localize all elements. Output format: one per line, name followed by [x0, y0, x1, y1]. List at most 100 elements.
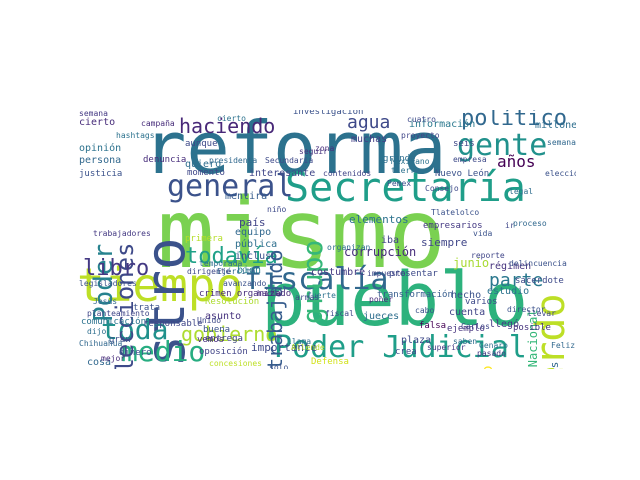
cloud-word: grande [383, 154, 416, 164]
cloud-word: cosa [87, 357, 112, 368]
cloud-word: Unido [197, 316, 222, 325]
word-cloud: mismo pueblo reforma tiempo Secretaría maestr… [79, 110, 576, 369]
cloud-word: reforma [143, 110, 447, 190]
cloud-word: cierto [79, 117, 116, 128]
cloud-word: Consejo [425, 184, 459, 193]
cloud-word: justicia [79, 169, 123, 179]
cloud-word: cabo [415, 306, 435, 315]
cloud-word: saben [453, 337, 478, 346]
cloud-word: dirigente [187, 267, 231, 276]
cloud-word: sacerdote [515, 276, 564, 286]
cloud-word: Resolución [205, 297, 260, 307]
cloud-word: mejor [101, 354, 126, 363]
cloud-word: equipo [235, 227, 272, 238]
cloud-word: dijo [87, 327, 107, 336]
cloud-word: toda [101, 313, 169, 346]
cloud-word: avanzando [223, 279, 267, 288]
cloud-word: muchas [351, 134, 388, 145]
cloud-word: asunto [205, 311, 242, 322]
cloud-word: niño [267, 205, 287, 214]
cloud-word: varios [465, 297, 498, 307]
cloud-word: cuenta [449, 307, 486, 318]
cloud-word: trabajadores [93, 229, 151, 238]
cloud-word: delincuencia [509, 259, 567, 268]
cloud-word: libro [83, 256, 150, 281]
cloud-word: zona [315, 144, 335, 153]
cloud-word: contenidos [323, 169, 372, 178]
cloud-word: falsa [419, 321, 447, 331]
cloud-word: cierto [217, 114, 246, 123]
cloud-word: iba [381, 235, 400, 246]
cloud-word: pública [235, 239, 278, 250]
cloud-word: corrupción [344, 245, 417, 259]
cloud-word: Defensa [311, 357, 349, 367]
cloud-word: Mexicano [391, 157, 430, 166]
cloud-word: legal [509, 187, 534, 196]
cloud-word: Poder Judicial [274, 330, 527, 365]
cloud-word: dinero [119, 348, 152, 358]
cloud-word: Allende [291, 343, 325, 352]
cloud-word: legisladores [79, 279, 137, 288]
cloud-word: interesante [249, 168, 316, 179]
cloud-word: años [497, 152, 536, 171]
cloud-word: gente [457, 128, 548, 163]
cloud-word: ejemplo [447, 324, 485, 334]
cloud-word: estudio [487, 286, 530, 297]
cloud-word: impuesto [367, 269, 406, 278]
cloud-word: Carlos [461, 322, 490, 331]
cloud-word: político [461, 110, 567, 131]
cloud-word: ir [505, 221, 515, 230]
cloud-word: Secretaría [285, 165, 526, 211]
cloud-word: todavía [185, 244, 278, 269]
cloud-word: semana [547, 138, 576, 147]
cloud-word: denuncia [143, 155, 187, 165]
cloud-word: investigación [293, 110, 364, 117]
cloud-word: general [167, 169, 294, 204]
cloud-word: director [507, 305, 546, 314]
cloud-word: proyecto [401, 131, 440, 140]
cloud-word: grupo [296, 239, 329, 324]
cloud-word: régimen [489, 261, 532, 272]
cloud-word: solo [269, 363, 289, 370]
cloud-word: llegó [489, 319, 520, 330]
cloud-word: fuerte [307, 291, 336, 300]
cloud-word: concesiones [209, 359, 262, 368]
cloud-word: persona [79, 155, 122, 166]
cloud-word: cuatro [407, 115, 436, 124]
cloud-word: fiscalía [244, 262, 389, 297]
cloud-word: gobierno [181, 322, 278, 346]
cloud-word: momento [187, 168, 225, 178]
cloud-word: crea [395, 347, 417, 357]
cloud-word: campaña [141, 119, 175, 128]
cloud-word: opinión [79, 143, 122, 154]
cloud-word: responsable [143, 319, 203, 329]
cloud-word: planteamiento [87, 309, 150, 318]
cloud-word: importante [251, 341, 318, 354]
cloud-word: tiempo [79, 258, 244, 312]
cloud-word: poner [369, 295, 394, 304]
cloud-word: junio [453, 256, 490, 270]
cloud-word: investigaciones [548, 362, 561, 369]
cloud-word: agua [347, 112, 391, 133]
cloud-word: presidenta [209, 156, 258, 165]
cloud-word: Jesús [93, 297, 118, 306]
cloud-word: aunque [185, 139, 218, 149]
cloud-word: hecho [451, 290, 482, 301]
cloud-word: buena [203, 325, 231, 335]
cloud-word: Chihuahua [79, 339, 123, 348]
cloud-word: pasado [477, 349, 506, 358]
cloud-word: oposición [199, 347, 248, 357]
cloud-word: hashtags [116, 131, 155, 140]
cloud-word: armas [295, 293, 320, 302]
cloud-word: Tlatelolco [431, 208, 480, 217]
cloud-word: seguir [299, 147, 328, 156]
cloud-word: Guardia Nacional [526, 309, 540, 369]
cloud-word: quiero [185, 159, 222, 170]
cloud-word: temporada [199, 259, 243, 268]
cloud-word: haciendo [179, 114, 276, 138]
cloud-word: bien [237, 265, 262, 276]
cloud-word: llama [287, 337, 312, 346]
cloud-word: fiscal [325, 309, 354, 318]
cloud-word: reporte [471, 251, 505, 260]
